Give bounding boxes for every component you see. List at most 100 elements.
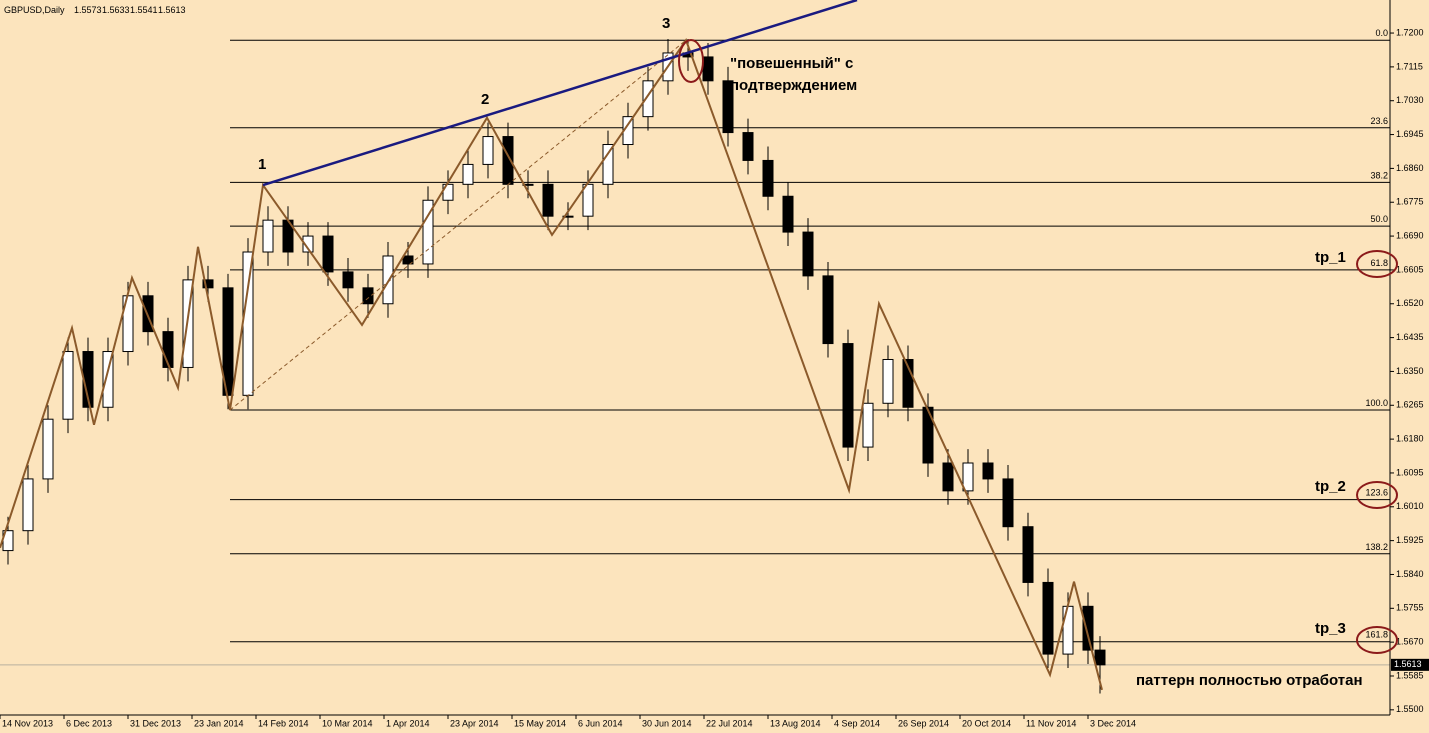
candle-body bbox=[962, 462, 974, 492]
candle-body bbox=[542, 183, 554, 217]
header-value: 1.5573 bbox=[74, 5, 102, 15]
candle-body bbox=[362, 287, 374, 305]
candle-body bbox=[302, 235, 314, 253]
candle-body bbox=[762, 159, 774, 197]
y-tick-label: 1.6945 bbox=[1396, 129, 1424, 139]
highlight-ellipse bbox=[1356, 250, 1398, 278]
candle-body bbox=[422, 199, 434, 265]
x-tick-label: 26 Sep 2014 bbox=[898, 718, 949, 728]
x-tick-label: 6 Dec 2013 bbox=[66, 718, 112, 728]
x-tick-label: 10 Mar 2014 bbox=[322, 718, 373, 728]
annotation: 2 bbox=[481, 91, 489, 108]
candle-body bbox=[1022, 526, 1034, 583]
candle-body bbox=[482, 136, 494, 165]
y-tick-label: 1.5500 bbox=[1396, 704, 1424, 714]
candle-body bbox=[602, 144, 614, 185]
y-tick-label: 1.6095 bbox=[1396, 467, 1424, 477]
header-value: 1.5613 bbox=[158, 5, 186, 15]
header-value: 1.5633 bbox=[102, 5, 130, 15]
y-tick-label: 1.6180 bbox=[1396, 433, 1424, 443]
annotation: tp_3 bbox=[1315, 620, 1346, 637]
candle-body bbox=[942, 462, 954, 492]
x-tick-label: 30 Jun 2014 bbox=[642, 718, 692, 728]
y-tick-label: 1.6605 bbox=[1396, 264, 1424, 274]
candle-body bbox=[462, 163, 474, 185]
y-tick-label: 1.6520 bbox=[1396, 298, 1424, 308]
fib-label: 0.0 bbox=[1375, 28, 1388, 38]
candles-layer bbox=[2, 39, 1106, 694]
fib-label: 50.0 bbox=[1370, 214, 1388, 224]
x-tick-label: 20 Oct 2014 bbox=[962, 718, 1011, 728]
candle-body bbox=[22, 478, 34, 532]
levels-layer: 0.0 23.6 38.2 50.0 61.8 100.0 123.6 138.2 161.8 bbox=[0, 28, 1390, 666]
y-tick-label: 1.6690 bbox=[1396, 230, 1424, 240]
candle-body bbox=[562, 215, 574, 218]
x-tick-label: 11 Nov 2014 bbox=[1026, 718, 1076, 728]
y-tick-label: 1.5585 bbox=[1396, 670, 1424, 680]
candle-body bbox=[202, 279, 214, 289]
candle-body bbox=[522, 183, 534, 186]
annotation: "повешенный" с bbox=[730, 55, 853, 72]
x-tick-label: 14 Feb 2014 bbox=[258, 718, 309, 728]
candle-body bbox=[642, 80, 654, 118]
candle-body bbox=[882, 358, 894, 404]
fib-label: 138.2 bbox=[1365, 542, 1388, 552]
last-price-box bbox=[1391, 658, 1429, 671]
candle-body bbox=[862, 402, 874, 448]
candle-body bbox=[982, 462, 994, 480]
fib-label: 23.6 bbox=[1370, 116, 1388, 126]
candle-body bbox=[262, 219, 274, 253]
x-tick-label: 6 Jun 2014 bbox=[578, 718, 623, 728]
x-tick-label: 3 Dec 2014 bbox=[1090, 718, 1136, 728]
highlight-ellipse bbox=[1356, 626, 1398, 654]
last-price-label: 1.5613 bbox=[1394, 659, 1422, 669]
candle-body bbox=[382, 255, 394, 305]
y-tick-label: 1.6265 bbox=[1396, 400, 1424, 410]
candle-body bbox=[242, 251, 254, 396]
candle-body bbox=[1002, 478, 1014, 528]
fib-label: 61.8 bbox=[1370, 258, 1388, 268]
x-tick-label: 15 May 2014 bbox=[514, 718, 566, 728]
candle-body bbox=[402, 255, 414, 265]
annotation: tp_2 bbox=[1315, 478, 1346, 495]
y-tick-label: 1.6350 bbox=[1396, 366, 1424, 376]
fib-label: 123.6 bbox=[1365, 488, 1388, 498]
candle-body bbox=[742, 132, 754, 161]
y-tick-label: 1.6435 bbox=[1396, 332, 1424, 342]
candle-body bbox=[62, 351, 74, 420]
annotation: 3 bbox=[662, 15, 670, 32]
lines-layer bbox=[0, 0, 1103, 691]
x-tick-label: 1 Apr 2014 bbox=[386, 718, 430, 728]
trend-line bbox=[262, 0, 858, 187]
candle-body bbox=[922, 406, 934, 464]
chart-title: GBPUSD,Daily bbox=[4, 5, 65, 15]
candle-body bbox=[102, 351, 114, 408]
candle-body bbox=[802, 231, 814, 277]
candle-body bbox=[1082, 605, 1094, 651]
candle-body bbox=[322, 235, 334, 273]
y-tick-label: 1.5840 bbox=[1396, 569, 1424, 579]
fib-label: 161.8 bbox=[1365, 630, 1388, 640]
y-tick-label: 1.6775 bbox=[1396, 197, 1424, 207]
x-tick-label: 4 Sep 2014 bbox=[834, 718, 880, 728]
candle-body bbox=[722, 80, 734, 134]
x-tick-label: 22 Jul 2014 bbox=[706, 718, 753, 728]
candle-body bbox=[902, 358, 914, 408]
y-tick-label: 1.7115 bbox=[1396, 61, 1423, 71]
y-tick-label: 1.7200 bbox=[1396, 27, 1424, 37]
y-tick-label: 1.5925 bbox=[1396, 535, 1424, 545]
annotation: паттерн полностью отработан bbox=[1136, 672, 1363, 689]
dashed-line bbox=[229, 39, 687, 411]
annotation: подтверждением bbox=[730, 77, 857, 94]
x-tick-label: 14 Nov 2013 bbox=[2, 718, 53, 728]
y-tick-label: 1.5670 bbox=[1396, 637, 1424, 647]
candle-body bbox=[822, 275, 834, 345]
annotation: 1 bbox=[258, 156, 266, 173]
header-value: 1.5541 bbox=[130, 5, 158, 15]
highlight-ellipse bbox=[1356, 481, 1398, 509]
candle-body bbox=[702, 56, 714, 82]
y-tick-label: 1.6010 bbox=[1396, 501, 1424, 511]
candle-body bbox=[1042, 581, 1054, 655]
